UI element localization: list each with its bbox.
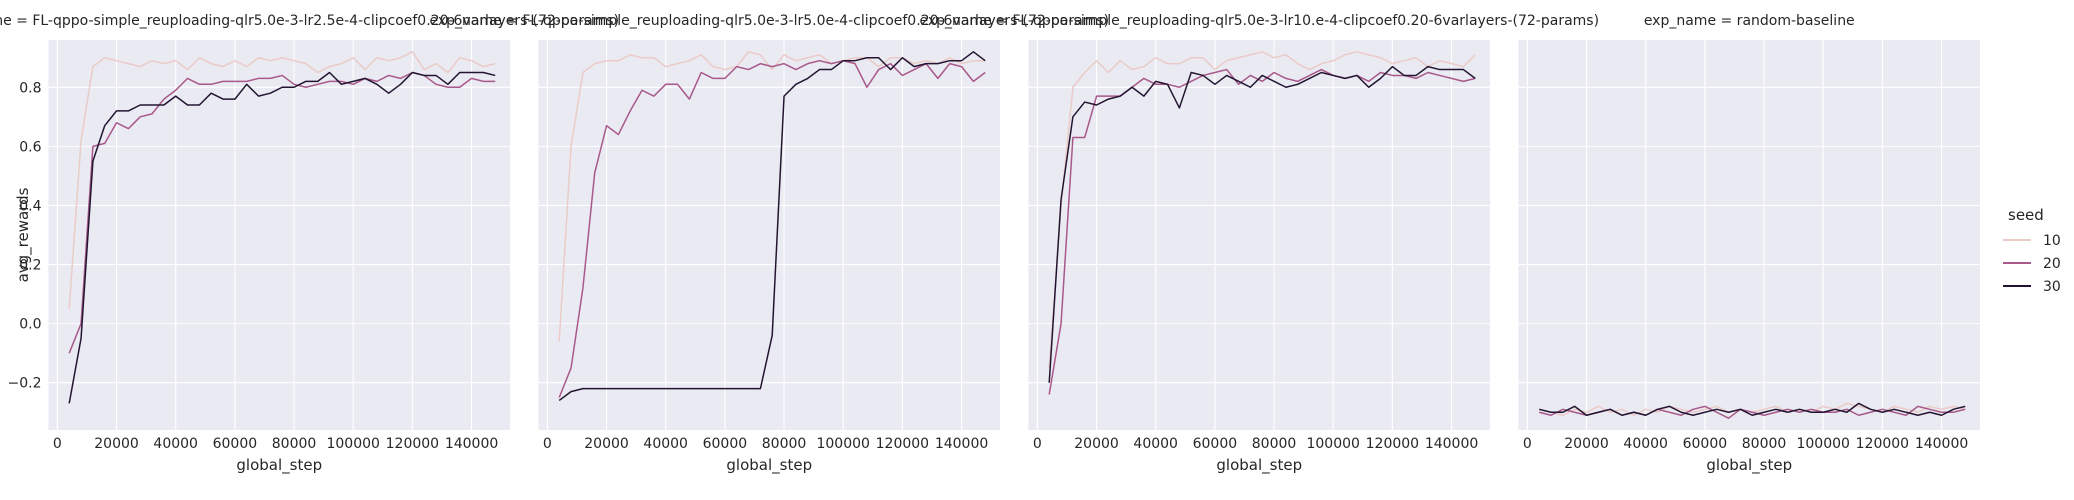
y-tick-label: −0.2 — [8, 376, 42, 392]
panel-title: exp_name = random-baseline — [1644, 13, 1855, 29]
plot-area — [1028, 40, 1490, 430]
x-tick-label: 80000 — [1252, 436, 1297, 452]
panel-2: 0 20000 40000 60000 80000 100000 120000 140000 g… — [429, 13, 1109, 475]
x-tick-label: 120000 — [1366, 436, 1419, 452]
x-tick-label: 60000 — [1683, 436, 1728, 452]
x-tick-label: 40000 — [1133, 436, 1178, 452]
legend-title: seed — [2008, 206, 2044, 224]
legend-label-seed-10: 10 — [2043, 233, 2061, 249]
panel-4: 0 20000 40000 60000 80000 100000 120000 140000 g… — [1518, 13, 1980, 475]
x-tick-label: 20000 — [94, 436, 139, 452]
y-axis-label: avg_rewards — [14, 187, 33, 282]
x-tick-label: 140000 — [1425, 436, 1478, 452]
x-tick-label: 20000 — [1074, 436, 1119, 452]
x-tick-label: 60000 — [703, 436, 748, 452]
series-line-seed-30 — [1048, 65, 1476, 383]
x-tick-label: 120000 — [1856, 436, 1909, 452]
x-axis-label: global_step — [1216, 456, 1302, 475]
series-line-seed-30 — [558, 51, 986, 402]
x-tick-label: 40000 — [1623, 436, 1668, 452]
panels-group: −0.2 0.0 0.2 0.4 0.6 0.8 0 20000 40000 60000 80000… — [0, 13, 1980, 475]
x-tick-label: 120000 — [876, 436, 929, 452]
x-tick-label: 140000 — [935, 436, 988, 452]
series-line-seed-30 — [68, 71, 496, 404]
y-tick-label: 0.6 — [19, 139, 41, 155]
panel-1: −0.2 0.0 0.2 0.4 0.6 0.8 0 20000 40000 60000 80000… — [0, 13, 619, 475]
plot-area — [1518, 40, 1980, 430]
series-line-seed-10 — [68, 51, 496, 309]
y-tick-label: 0.4 — [19, 198, 41, 214]
x-tick-label: 0 — [53, 436, 62, 452]
x-tick-label: 20000 — [584, 436, 629, 452]
plot-area — [538, 40, 1000, 430]
plot-area — [48, 40, 510, 430]
x-tick-label: 120000 — [386, 436, 439, 452]
panel-title: exp_name = FL-qppo-simple_reuploading-ql… — [0, 13, 619, 29]
legend-label-seed-20: 20 — [2043, 256, 2061, 272]
series-line-seed-20 — [558, 59, 986, 398]
x-tick-label: 140000 — [1915, 436, 1968, 452]
x-tick-label: 100000 — [326, 436, 379, 452]
y-tick-label: 0.2 — [19, 258, 41, 274]
panel-title: exp_name = FL-qppo-simple_reuploading-ql… — [919, 13, 1599, 29]
x-tick-label: 100000 — [1306, 436, 1359, 452]
x-tick-label: 80000 — [1742, 436, 1787, 452]
y-tick-label: 0.8 — [19, 80, 41, 96]
x-tick-label: 40000 — [643, 436, 688, 452]
legend: seed 10 20 30 — [2003, 206, 2061, 295]
x-axis-label: global_step — [726, 456, 812, 475]
x-tick-label: 80000 — [762, 436, 807, 452]
series-line-seed-10 — [1048, 51, 1476, 369]
x-tick-label: 0 — [1033, 436, 1042, 452]
panel-title: exp_name = FL-qppo-simple_reuploading-ql… — [429, 13, 1109, 29]
series-line-seed-30 — [1539, 402, 1966, 416]
x-tick-label: 0 — [1523, 436, 1532, 452]
x-tick-label: 80000 — [272, 436, 317, 452]
x-tick-label: 140000 — [445, 436, 498, 452]
panel-3: 0 20000 40000 60000 80000 100000 120000 140000 g… — [919, 13, 1599, 475]
x-tick-label: 20000 — [1564, 436, 1609, 452]
x-axis-label: global_step — [236, 456, 322, 475]
legend-label-seed-30: 30 — [2043, 279, 2061, 295]
x-axis-label: global_step — [1706, 456, 1792, 475]
x-tick-label: 0 — [543, 436, 552, 452]
x-tick-label: 60000 — [213, 436, 258, 452]
x-tick-label: 60000 — [1193, 436, 1238, 452]
x-tick-label: 100000 — [816, 436, 869, 452]
y-tick-label: 0.0 — [19, 317, 41, 333]
x-tick-label: 40000 — [153, 436, 198, 452]
series-line-seed-10 — [558, 51, 986, 342]
x-tick-label: 100000 — [1796, 436, 1849, 452]
